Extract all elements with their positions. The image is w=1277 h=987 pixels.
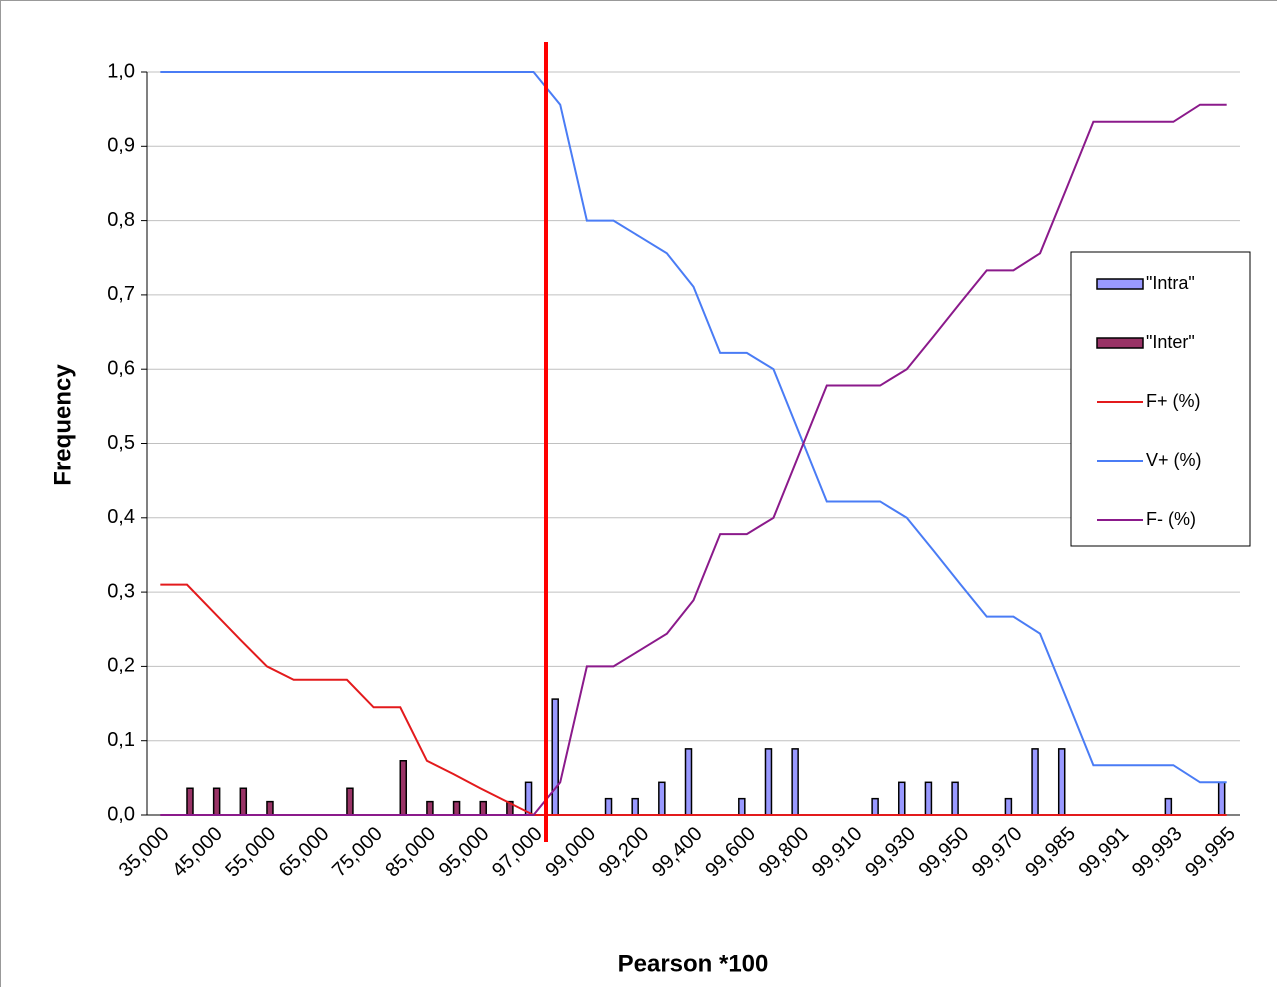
bar: [239, 787, 248, 816]
x-tick-label: 99,950: [915, 823, 974, 882]
bar: [631, 797, 639, 816]
legend: "Intra" "Inter" F+ (%) V+ (%) F- (%): [1070, 251, 1251, 547]
bar: [346, 787, 354, 816]
y-tick-label: 0,7: [107, 283, 135, 305]
bar: [399, 760, 408, 816]
x-tick-label: 99,993: [1128, 823, 1187, 882]
x-tick-label: 85,000: [381, 823, 440, 882]
legend-label: F- (%): [1146, 509, 1196, 529]
x-tick-label: 75,000: [328, 823, 387, 882]
bar: [658, 781, 666, 816]
x-tick-label: 99,930: [861, 823, 920, 882]
x-tick-label: 99,400: [648, 823, 707, 882]
bar: [1031, 748, 1039, 816]
x-tick-label: 65,000: [275, 823, 334, 882]
y-tick-label: 0,3: [107, 580, 135, 602]
bar: [186, 787, 194, 816]
bar: [684, 748, 693, 816]
x-tick-label: 99,970: [968, 823, 1027, 882]
x-tick-label: 35,000: [115, 823, 174, 882]
legend-box: [1070, 251, 1251, 547]
bar: [1217, 781, 1226, 816]
bar: [452, 800, 461, 816]
y-tick-label: 0,0: [107, 803, 135, 825]
legend-label: "Intra": [1146, 273, 1195, 293]
x-tick-label: 45,000: [168, 823, 227, 882]
bar: [738, 797, 746, 816]
legend-label: F+ (%): [1146, 391, 1201, 411]
line: [160, 103, 1227, 816]
x-tick-label: 99,200: [595, 823, 654, 882]
bar: [479, 800, 487, 816]
y-axis-title: Frequency: [49, 364, 76, 486]
legend-swatch: [1096, 278, 1144, 290]
bar: [764, 748, 773, 816]
bar: [898, 781, 906, 816]
x-tick-label: 99,991: [1074, 823, 1133, 882]
legend-label: V+ (%): [1146, 450, 1202, 470]
bar: [604, 797, 613, 816]
x-tick-label: 55,000: [221, 823, 280, 882]
y-tick-label: 0,5: [107, 432, 135, 454]
grid: 0,0 0,1 0,2 0,3 0,4 0,5 0,6 0,7 0,8 0,9 1,0 35,0004…: [107, 60, 1240, 882]
bar: [924, 781, 933, 816]
x-tick-label: 99,600: [701, 823, 760, 882]
bar: [791, 748, 799, 816]
y-tick-label: 0,9: [107, 135, 135, 157]
y-tick-label: 0,2: [107, 655, 135, 677]
y-tick-label: 0,8: [107, 209, 135, 231]
bar: [426, 800, 434, 816]
x-tick-label: 99,000: [541, 823, 600, 882]
bar: [871, 797, 879, 816]
bar: [1057, 748, 1066, 816]
bar: [951, 781, 959, 816]
bar: [551, 698, 559, 816]
line: [160, 583, 1227, 816]
bar: [1004, 797, 1013, 816]
x-tick-label: 99,800: [755, 823, 814, 882]
bar: [524, 781, 533, 816]
line: [160, 71, 1227, 784]
y-tick-label: 0,6: [107, 357, 135, 379]
marks: [160, 71, 1227, 816]
x-tick-label: 99,985: [1021, 823, 1080, 882]
y-tick-label: 0,1: [107, 729, 135, 751]
legend-swatch: [1096, 337, 1144, 349]
x-axis-title: Pearson *100: [618, 950, 769, 977]
x-tick-label: 95,000: [435, 823, 494, 882]
y-tick-label: 1,0: [107, 60, 135, 82]
legend-label: "Inter": [1146, 332, 1195, 352]
y-tick-label: 0,4: [107, 506, 135, 528]
bar: [266, 800, 274, 816]
x-tick-label: 99,995: [1181, 823, 1240, 882]
bar: [212, 787, 221, 816]
x-tick-label: 97,000: [488, 823, 547, 882]
bar: [1164, 797, 1173, 816]
x-tick-label: 99,910: [808, 823, 867, 882]
